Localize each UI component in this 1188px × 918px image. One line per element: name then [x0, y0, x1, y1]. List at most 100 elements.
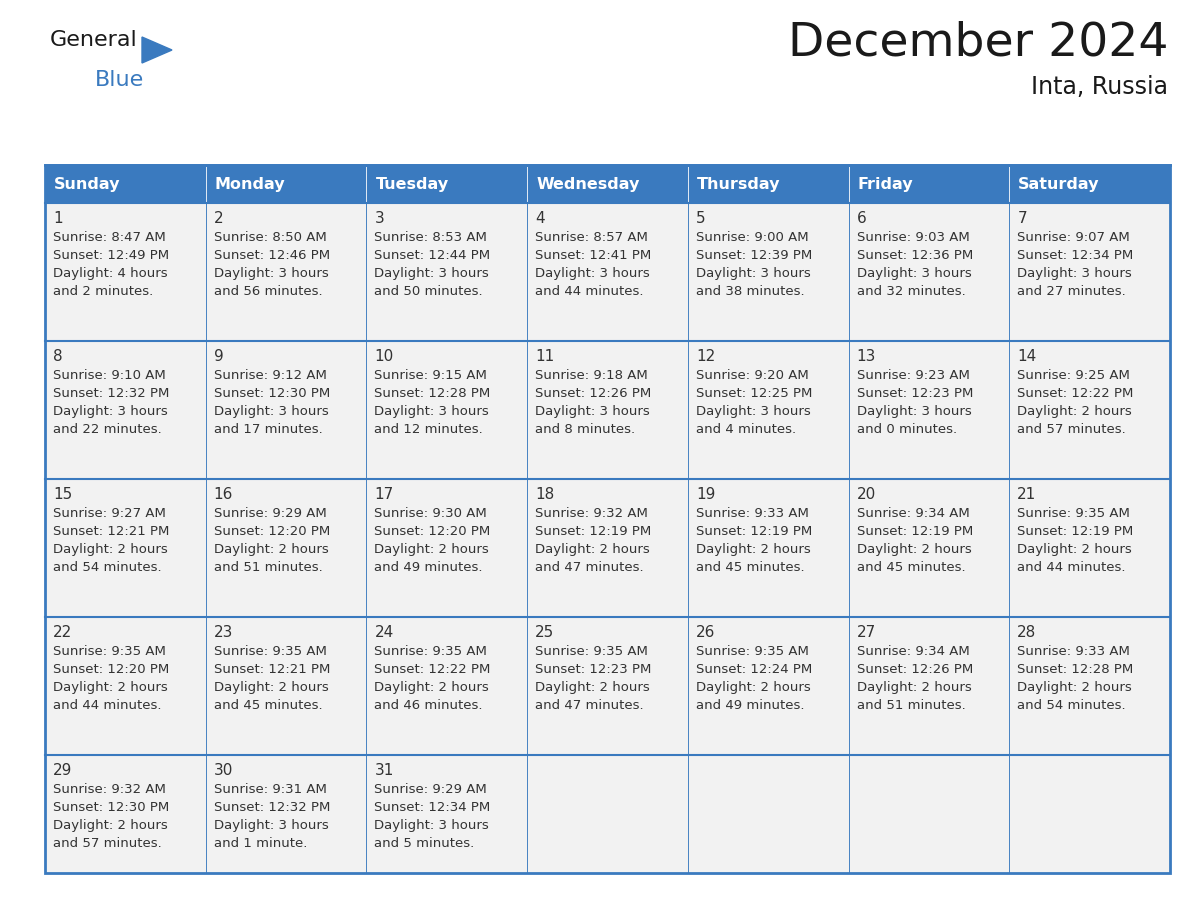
Text: 24: 24	[374, 625, 393, 640]
Text: Blue: Blue	[95, 70, 144, 90]
Bar	[45, 203, 206, 341]
Text: and 51 minutes.: and 51 minutes.	[214, 561, 322, 574]
Text: 30: 30	[214, 763, 233, 778]
Text: Sunrise: 8:50 AM: Sunrise: 8:50 AM	[214, 231, 327, 244]
Text: and 44 minutes.: and 44 minutes.	[535, 285, 644, 298]
Text: and 54 minutes.: and 54 minutes.	[1017, 699, 1126, 712]
Text: Sunrise: 9:31 AM: Sunrise: 9:31 AM	[214, 783, 327, 796]
Bar	[206, 617, 366, 755]
Text: Sunset: 12:30 PM: Sunset: 12:30 PM	[53, 801, 169, 814]
Bar	[45, 165, 206, 203]
Text: Inta, Russia: Inta, Russia	[1031, 75, 1168, 99]
Text: Sunrise: 9:03 AM: Sunrise: 9:03 AM	[857, 231, 969, 244]
Bar	[527, 165, 688, 203]
Bar	[688, 203, 848, 341]
Text: 17: 17	[374, 487, 393, 502]
Text: 4: 4	[535, 211, 545, 226]
Text: Sunrise: 9:10 AM: Sunrise: 9:10 AM	[53, 369, 166, 382]
Text: Daylight: 3 hours: Daylight: 3 hours	[857, 405, 972, 418]
Text: Sunrise: 9:15 AM: Sunrise: 9:15 AM	[374, 369, 487, 382]
Text: and 56 minutes.: and 56 minutes.	[214, 285, 322, 298]
Text: Sunset: 12:32 PM: Sunset: 12:32 PM	[53, 387, 170, 400]
Text: Saturday: Saturday	[1018, 176, 1100, 192]
Text: Daylight: 3 hours: Daylight: 3 hours	[214, 819, 328, 832]
Bar	[206, 203, 366, 341]
Text: Sunrise: 9:35 AM: Sunrise: 9:35 AM	[53, 645, 166, 658]
Text: and 51 minutes.: and 51 minutes.	[857, 699, 966, 712]
Text: Sunset: 12:19 PM: Sunset: 12:19 PM	[535, 525, 651, 538]
Bar	[848, 341, 1010, 479]
Text: and 27 minutes.: and 27 minutes.	[1017, 285, 1126, 298]
Text: and 50 minutes.: and 50 minutes.	[374, 285, 484, 298]
Text: 15: 15	[53, 487, 72, 502]
Text: 7: 7	[1017, 211, 1026, 226]
Bar	[45, 479, 206, 617]
Text: 21: 21	[1017, 487, 1037, 502]
Text: Sunset: 12:22 PM: Sunset: 12:22 PM	[1017, 387, 1133, 400]
Bar	[848, 755, 1010, 873]
Text: and 5 minutes.: and 5 minutes.	[374, 837, 475, 850]
Bar	[527, 755, 688, 873]
Text: 22: 22	[53, 625, 72, 640]
Text: Daylight: 3 hours: Daylight: 3 hours	[374, 819, 489, 832]
Text: Sunset: 12:44 PM: Sunset: 12:44 PM	[374, 249, 491, 262]
Text: and 49 minutes.: and 49 minutes.	[374, 561, 484, 574]
Bar	[1010, 203, 1170, 341]
Text: Sunset: 12:26 PM: Sunset: 12:26 PM	[535, 387, 651, 400]
Text: 10: 10	[374, 349, 393, 364]
Text: and 12 minutes.: and 12 minutes.	[374, 423, 484, 436]
Text: Daylight: 3 hours: Daylight: 3 hours	[696, 405, 810, 418]
Bar	[688, 755, 848, 873]
Text: Sunrise: 8:57 AM: Sunrise: 8:57 AM	[535, 231, 647, 244]
Bar	[848, 165, 1010, 203]
Text: Sunrise: 9:33 AM: Sunrise: 9:33 AM	[696, 507, 809, 520]
Bar	[366, 617, 527, 755]
Text: and 45 minutes.: and 45 minutes.	[857, 561, 965, 574]
Text: 26: 26	[696, 625, 715, 640]
Text: 28: 28	[1017, 625, 1037, 640]
Text: Sunrise: 9:32 AM: Sunrise: 9:32 AM	[535, 507, 647, 520]
Bar	[206, 479, 366, 617]
Bar	[527, 617, 688, 755]
Text: Sunrise: 9:27 AM: Sunrise: 9:27 AM	[53, 507, 166, 520]
Bar	[45, 165, 1170, 873]
Text: Daylight: 2 hours: Daylight: 2 hours	[374, 543, 489, 556]
Text: and 45 minutes.: and 45 minutes.	[696, 561, 804, 574]
Text: 16: 16	[214, 487, 233, 502]
Text: Sunset: 12:26 PM: Sunset: 12:26 PM	[857, 663, 973, 676]
Text: Daylight: 2 hours: Daylight: 2 hours	[857, 681, 972, 694]
Bar	[45, 341, 206, 479]
Text: 13: 13	[857, 349, 876, 364]
Bar	[527, 479, 688, 617]
Text: Wednesday: Wednesday	[536, 176, 639, 192]
Bar	[366, 755, 527, 873]
Text: Daylight: 2 hours: Daylight: 2 hours	[53, 819, 168, 832]
Text: and 57 minutes.: and 57 minutes.	[53, 837, 162, 850]
Text: 27: 27	[857, 625, 876, 640]
Text: Daylight: 2 hours: Daylight: 2 hours	[857, 543, 972, 556]
Text: Sunrise: 9:29 AM: Sunrise: 9:29 AM	[374, 783, 487, 796]
Text: Sunrise: 9:18 AM: Sunrise: 9:18 AM	[535, 369, 647, 382]
Text: Sunset: 12:21 PM: Sunset: 12:21 PM	[53, 525, 170, 538]
Bar	[366, 203, 527, 341]
Text: Sunset: 12:19 PM: Sunset: 12:19 PM	[857, 525, 973, 538]
Text: and 32 minutes.: and 32 minutes.	[857, 285, 966, 298]
Text: Sunday: Sunday	[53, 176, 120, 192]
Text: Sunrise: 9:35 AM: Sunrise: 9:35 AM	[535, 645, 647, 658]
Text: and 38 minutes.: and 38 minutes.	[696, 285, 804, 298]
Bar	[848, 203, 1010, 341]
Text: Sunset: 12:19 PM: Sunset: 12:19 PM	[696, 525, 813, 538]
Bar	[206, 755, 366, 873]
Text: Daylight: 3 hours: Daylight: 3 hours	[535, 267, 650, 280]
Text: 2: 2	[214, 211, 223, 226]
Bar	[688, 341, 848, 479]
Text: 29: 29	[53, 763, 72, 778]
Text: Sunset: 12:32 PM: Sunset: 12:32 PM	[214, 801, 330, 814]
Text: 14: 14	[1017, 349, 1037, 364]
Text: Daylight: 2 hours: Daylight: 2 hours	[535, 543, 650, 556]
Text: and 17 minutes.: and 17 minutes.	[214, 423, 322, 436]
Text: Sunset: 12:41 PM: Sunset: 12:41 PM	[535, 249, 651, 262]
Bar	[527, 203, 688, 341]
Text: Sunset: 12:49 PM: Sunset: 12:49 PM	[53, 249, 169, 262]
Text: and 8 minutes.: and 8 minutes.	[535, 423, 636, 436]
